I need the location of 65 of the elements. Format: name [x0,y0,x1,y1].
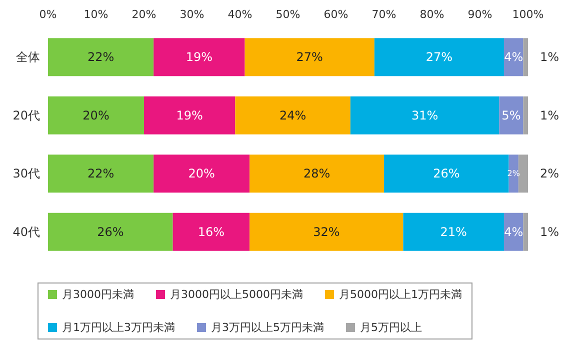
bar [499,96,524,134]
legend-label: 月3000円未満 [62,288,134,301]
data-label: 24% [279,108,306,122]
x-tick-label: 80% [420,8,444,21]
bar [154,38,245,76]
y-tick-label: 40代 [12,224,40,239]
bar [374,38,504,76]
data-label: 21% [440,224,467,239]
legend-label: 月5000円以上1万円未満 [338,288,462,301]
data-label: 27% [296,50,323,64]
bar [154,154,250,193]
x-tick-label: 0% [39,8,57,21]
x-tick-label: 90% [468,8,492,21]
data-label: 27% [426,50,453,64]
data-label: 1% [540,50,560,64]
x-tick-label: 10% [84,8,108,21]
bar [523,38,528,76]
y-tick-label: 全体 [16,50,40,64]
data-label: 19% [176,108,203,122]
y-tick-label: 20代 [12,108,40,122]
data-label: 31% [411,108,438,122]
bar [244,38,374,76]
bar [350,96,500,134]
bar [48,38,154,76]
data-label: 28% [303,166,330,181]
x-tick-label: 100% [512,8,544,21]
bar [250,154,384,193]
data-label: 1% [540,224,560,239]
bar [403,212,504,251]
data-label: 5% [502,108,521,122]
bar [235,96,350,134]
x-tick-label: 40% [228,8,252,21]
data-label: 19% [186,50,213,64]
legend-label: 月1万円以上3万円未満 [62,321,175,334]
bar [250,212,404,251]
data-label: 16% [198,224,225,239]
data-label: 22% [87,50,114,64]
x-tick-label: 20% [132,8,156,21]
legend-label: 月3万円以上5万円未満 [210,321,324,334]
x-tick-label: 70% [372,8,396,21]
x-tick-label: 30% [180,8,204,21]
data-label: 20% [82,108,110,122]
y-tick-label: 30代 [12,166,40,181]
data-label: 26% [433,166,460,181]
x-tick-label: 60% [324,8,348,21]
bar [48,96,144,134]
data-label: 20% [188,166,215,181]
legend-label: 月3000円以上5000円未満 [170,288,303,301]
bar [523,212,528,251]
x-tick-label: 50% [276,8,300,21]
data-label: 26% [97,224,124,239]
bar [144,96,236,134]
data-label: 4% [504,50,524,64]
data-label: 2% [540,166,560,181]
bar [523,96,528,134]
bar [518,154,528,193]
data-label: 32% [313,224,340,239]
bar [48,212,173,251]
bar [384,154,509,193]
data-label: 1% [540,108,560,122]
data-label: 22% [87,166,114,181]
data-label: 4% [504,224,524,239]
bar [172,212,250,251]
legend-label: 月5万円以上 [360,321,422,334]
bar [48,154,154,193]
